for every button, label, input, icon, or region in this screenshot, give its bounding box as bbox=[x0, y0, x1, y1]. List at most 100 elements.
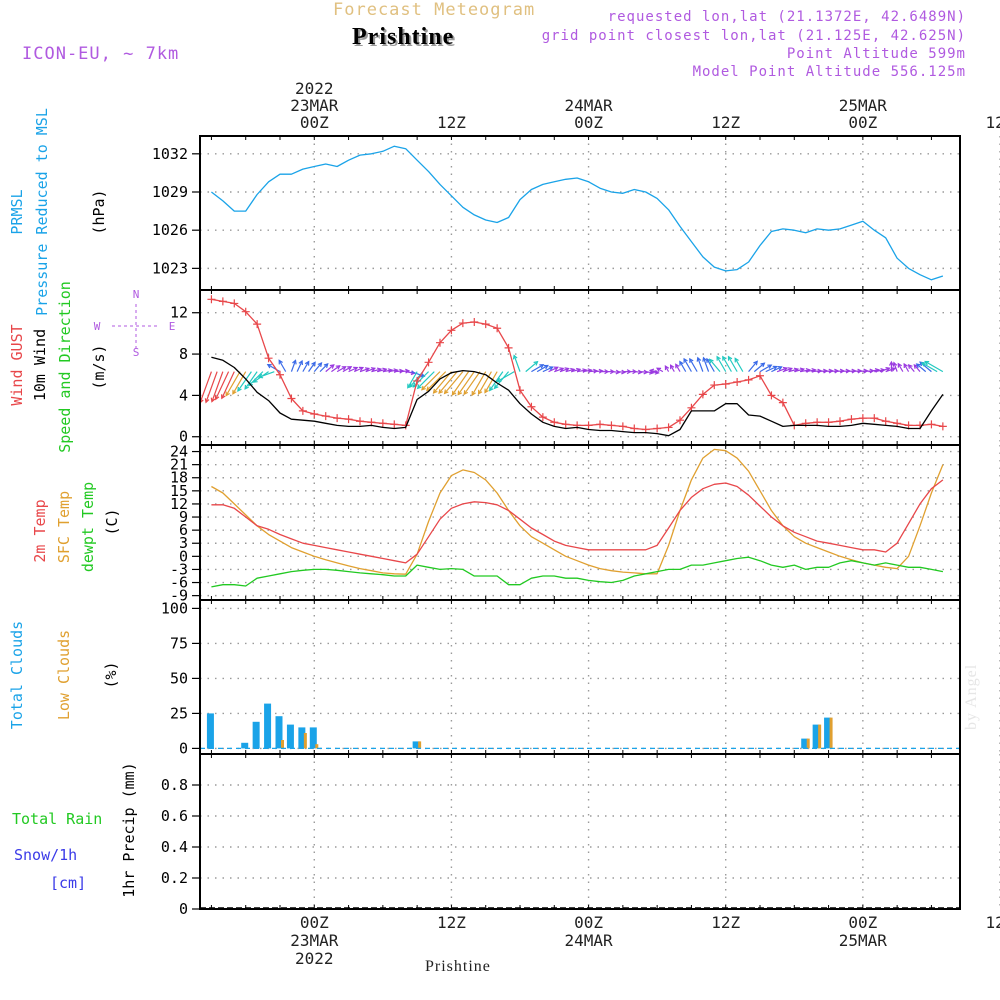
wind-arrow-head bbox=[364, 367, 371, 372]
gust-marker bbox=[241, 307, 250, 316]
label-pressure-msl: Pressure Reduced to MSL bbox=[33, 108, 51, 316]
wind-arrow-head bbox=[409, 382, 414, 388]
wind-arrow bbox=[371, 368, 382, 373]
wind-arrow bbox=[759, 364, 772, 373]
wind-arrow bbox=[205, 371, 218, 403]
wind-arrow-head bbox=[903, 362, 908, 369]
wind-arrow bbox=[565, 368, 575, 373]
low-cloud-bar bbox=[829, 717, 833, 749]
gust-marker bbox=[356, 417, 364, 426]
panel-clouds: 0 25 50 75 100 bbox=[161, 599, 1000, 757]
wind-arrow bbox=[421, 371, 441, 391]
gust-marker bbox=[881, 417, 890, 426]
top-time-label: 00Z bbox=[300, 113, 329, 132]
gust-marker bbox=[344, 415, 353, 424]
wind-arrow-head bbox=[888, 360, 894, 366]
wind-arrow-head bbox=[548, 366, 554, 371]
wind-arrow bbox=[417, 371, 435, 389]
bottom-time-label: 24MAR bbox=[564, 931, 613, 950]
wind-arrow-head bbox=[924, 360, 930, 366]
wind-arrow bbox=[702, 357, 710, 372]
wind-arrow bbox=[405, 371, 415, 374]
y-tick-label: 0.6 bbox=[161, 807, 188, 825]
requested-coordinates: requested lon,lat (21.1372E, 42.6489N) bbox=[607, 9, 966, 25]
wind-arrow-head bbox=[484, 388, 489, 394]
total-cloud-bar bbox=[298, 727, 306, 749]
label-10m-wind: 10m Wind bbox=[31, 329, 49, 401]
wind-arrow bbox=[313, 362, 322, 373]
wind-arrow bbox=[868, 369, 879, 373]
gust-marker bbox=[801, 419, 810, 428]
y-tick-label: -3 bbox=[170, 560, 188, 578]
wind-arrow bbox=[897, 363, 904, 372]
low-cloud-bar bbox=[418, 741, 422, 749]
wind-arrow bbox=[497, 371, 515, 382]
wind-arrow-head bbox=[706, 357, 711, 363]
model-point-altitude: Model Point Altitude 556.125m bbox=[692, 64, 966, 80]
gust-marker bbox=[733, 377, 742, 386]
y-tick-label: 12 bbox=[170, 304, 188, 322]
wind-arrow-head bbox=[438, 389, 444, 395]
series-pressure bbox=[211, 145, 944, 281]
wind-arrow bbox=[525, 361, 538, 373]
wind-arrow bbox=[457, 371, 475, 395]
bottom-time-label: 00Z bbox=[848, 913, 877, 932]
wind-arrow-head bbox=[225, 391, 230, 397]
gust-marker bbox=[618, 422, 627, 431]
wind-arrow-head bbox=[675, 363, 680, 369]
bottom-time-label: 23MAR bbox=[290, 931, 339, 950]
y-tick-label: 12 bbox=[170, 495, 188, 513]
wind-arrow bbox=[365, 367, 376, 373]
gust-markers bbox=[207, 295, 947, 434]
wind-arrow-head bbox=[539, 364, 545, 369]
wind-arrow bbox=[916, 363, 927, 373]
wind-arrow-head bbox=[432, 388, 438, 394]
total-cloud-bar bbox=[286, 724, 294, 749]
wind-arrow bbox=[536, 364, 549, 373]
panel-frame bbox=[199, 753, 961, 910]
model-label: ICON-EU, ~ 7km bbox=[22, 44, 180, 64]
wind-arrow bbox=[336, 366, 346, 373]
gust-marker bbox=[333, 414, 342, 423]
wind-arrow bbox=[296, 360, 303, 372]
wind-arrow bbox=[319, 363, 329, 373]
gust-marker bbox=[584, 421, 593, 430]
y-tick-label: 21 bbox=[170, 456, 188, 474]
gust-marker bbox=[218, 297, 227, 306]
gust-marker bbox=[927, 420, 936, 429]
wind-arrow bbox=[382, 369, 392, 373]
time-axes: 202223MAR00Z12Z24MAR00Z12Z25MAR00Z12Z00Z… bbox=[290, 79, 1000, 968]
gust-marker bbox=[778, 398, 787, 407]
label-percent: (%) bbox=[102, 661, 120, 688]
gust-marker bbox=[744, 375, 753, 384]
gust-marker bbox=[767, 391, 776, 400]
wind-arrow bbox=[716, 356, 727, 372]
wind-arrow bbox=[559, 367, 569, 373]
gust-marker bbox=[756, 371, 764, 380]
gust-marker bbox=[493, 324, 502, 333]
wind-arrow bbox=[308, 361, 316, 372]
total-cloud-bar bbox=[812, 724, 820, 749]
wind-arrow-head bbox=[323, 362, 329, 368]
y-tick-label: 0.4 bbox=[161, 838, 188, 856]
wind-arrow bbox=[771, 366, 782, 373]
wind-arrow bbox=[433, 371, 452, 394]
y-tick-label: 0 bbox=[179, 547, 188, 565]
wind-arrow bbox=[582, 369, 592, 373]
top-time-label: 00Z bbox=[848, 113, 877, 132]
wind-arrow-head bbox=[214, 395, 220, 401]
low-cloud-bar bbox=[806, 738, 810, 749]
wind-arrow-head bbox=[210, 397, 216, 403]
compass-north: N bbox=[133, 288, 140, 301]
wind-arrow-head bbox=[722, 355, 727, 361]
wind-arrow bbox=[302, 361, 310, 372]
wind-arrow-head bbox=[787, 367, 793, 372]
gust-marker bbox=[561, 420, 570, 429]
gust-marker bbox=[413, 376, 422, 385]
gust-marker bbox=[664, 423, 673, 432]
wind-arrow bbox=[237, 371, 252, 392]
wind-arrow bbox=[471, 371, 487, 396]
wind-arrow-head bbox=[416, 384, 422, 390]
top-time-label: 12Z bbox=[986, 113, 1000, 132]
